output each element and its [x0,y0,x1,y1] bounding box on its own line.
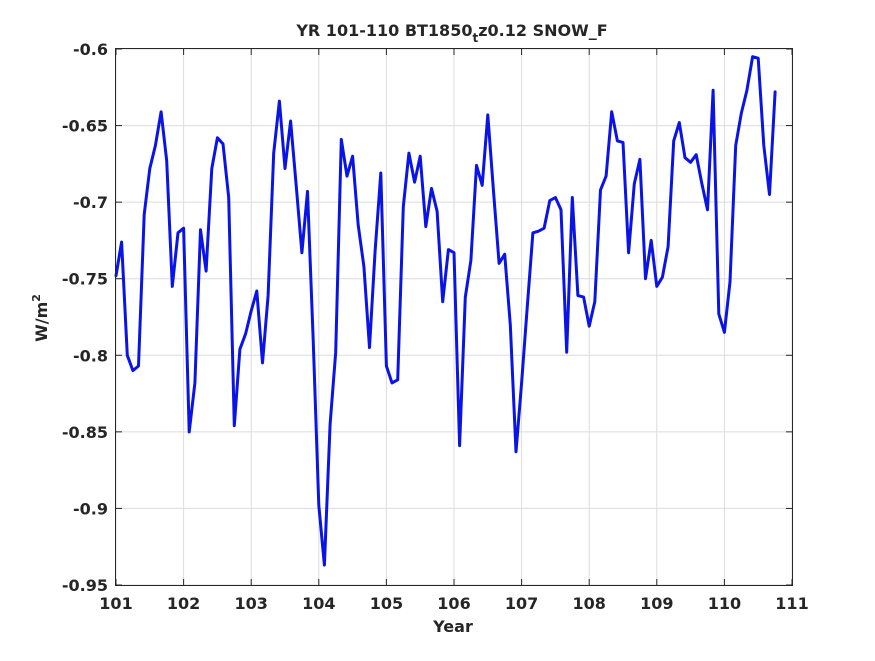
series-line [114,55,777,567]
x-tick-label: 111 [775,594,808,613]
y-tick-label: -0.6 [73,40,108,59]
series-layer [114,55,777,567]
x-tick-label: 104 [302,594,335,613]
y-tick-label: -0.9 [73,499,108,518]
chart-title: YR 101-110 BT1850tz0.12 SNOW_F [295,21,607,45]
y-axis-label: W/m2 [30,294,51,342]
y-tick-label: -0.65 [62,117,108,136]
x-tick-label: 101 [99,594,132,613]
x-tick-label: 107 [505,594,538,613]
y-tick-label: -0.8 [73,346,108,365]
grid [115,48,793,586]
x-tick-label: 105 [370,594,403,613]
y-tick-label: -0.7 [73,193,108,212]
x-tick-label: 106 [437,594,470,613]
y-tick-label: -0.85 [62,423,108,442]
x-tick-label: 103 [234,594,267,613]
x-tick-label: 110 [708,594,741,613]
y-axis-ticks: -0.95 -0.9 -0.85 -0.8 -0.75 -0.7 -0.65 -0.6 [62,40,792,595]
y-tick-label: -0.75 [62,270,108,289]
x-axis-ticks: 101 102 103 104 105 106 107 108 109 110 111 [99,49,809,613]
y-tick-label: -0.95 [62,576,108,595]
x-tick-label: 109 [640,594,673,613]
x-tick-label: 108 [572,594,605,613]
plot-area [115,48,793,586]
x-axis-label: Year [432,617,473,636]
x-tick-label: 102 [167,594,200,613]
